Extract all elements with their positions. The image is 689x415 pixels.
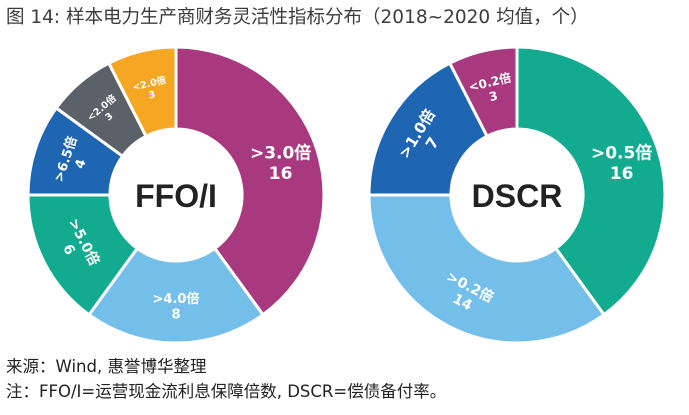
slice-value-label: 4 xyxy=(73,158,90,171)
slice-category-label: >3.0倍 xyxy=(250,142,311,163)
slice-value-label: 3 xyxy=(488,89,499,105)
slice-label-0-1: >4.0倍8 xyxy=(153,291,200,323)
slice-1-3 xyxy=(447,45,519,139)
source-note: 来源：Wind, 惠誉博华整理 xyxy=(6,357,207,376)
slice-value-label: 14 xyxy=(450,291,475,314)
slice-1-0 xyxy=(515,45,667,317)
center-label-0: FFO/I xyxy=(135,178,217,214)
slice-0-5 xyxy=(106,45,178,139)
center-label-1: DSCR xyxy=(472,178,563,214)
slice-0-0 xyxy=(174,45,326,317)
slice-category-label: >4.0倍 xyxy=(153,291,200,307)
slice-value-label: 3 xyxy=(148,89,157,101)
slice-0-1 xyxy=(86,246,266,345)
slice-value-label: 8 xyxy=(171,308,180,323)
slice-value-label: 16 xyxy=(610,164,634,184)
slice-category-label: >0.5倍 xyxy=(591,142,652,163)
slice-value-label: 16 xyxy=(269,164,293,184)
donut-0: >3.0倍16>4.0倍8>5.0倍6>6.5倍4<2.0倍3<2.0倍3FFO… xyxy=(26,45,326,345)
slice-1-2 xyxy=(367,61,490,197)
slice-1-1 xyxy=(367,193,607,345)
footnote: 注：FFO/I=运营现金流利息保障倍数, DSCR=偿债备付率。 xyxy=(6,382,447,401)
chart-title: 图 14: 样本电力生产商财务灵活性指标分布（2018~2020 均值，个） xyxy=(6,7,589,28)
